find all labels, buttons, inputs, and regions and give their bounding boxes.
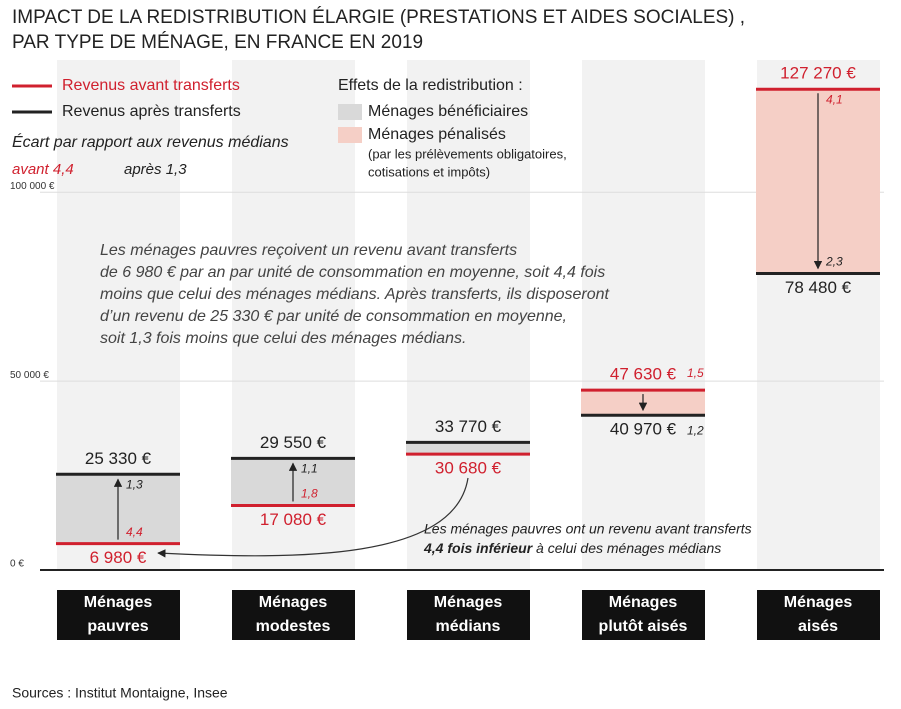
ratio-legend-title: Écart par rapport aux revenus médians — [12, 132, 289, 151]
after-value-label: 29 550 € — [260, 433, 327, 452]
x-tick-label: plutôt aisés — [599, 618, 688, 635]
before-value-label: 6 980 € — [90, 548, 147, 567]
after-ratio-label: 1,2 — [687, 423, 704, 437]
before-ratio-label: 1,8 — [301, 487, 318, 501]
before-value-label: 30 680 € — [435, 459, 502, 478]
category-box — [757, 590, 880, 640]
category-box — [407, 590, 530, 640]
x-tick-label: Ménages — [784, 594, 853, 611]
category-box — [57, 590, 180, 640]
annotation: d’un revenu de 25 330 € par unité de con… — [100, 308, 567, 325]
x-tick-label: Ménages — [259, 594, 328, 611]
before-value-label: 127 270 € — [780, 64, 856, 83]
chart-title: PAR TYPE DE MÉNAGE, EN FRANCE EN 2019 — [12, 32, 423, 53]
legend-label: Ménages bénéficiaires — [368, 103, 528, 120]
x-tick-label: Ménages — [84, 594, 153, 611]
legend-note: cotisations et impôts) — [368, 164, 490, 179]
gain-area — [406, 442, 530, 455]
annotation: soit 1,3 fois moins que celui des ménage… — [100, 330, 466, 347]
before-ratio-label: 4,4 — [126, 525, 143, 539]
column-background — [407, 60, 530, 570]
category-box — [582, 590, 705, 640]
y-tick-label: 0 € — [10, 559, 24, 570]
source: Sources : Institut Montaigne, Insee — [12, 685, 228, 701]
ratio-legend-after: après 1,3 — [124, 161, 187, 178]
y-tick-label: 100 000 € — [10, 181, 55, 192]
chart-title: IMPACT DE LA REDISTRIBUTION ÉLARGIE (PRE… — [12, 7, 745, 28]
effects-legend-title: Effets de la redistribution : — [338, 77, 523, 94]
x-tick-label: modestes — [256, 618, 331, 635]
annotation-bold: 4,4 fois inférieur — [423, 540, 534, 556]
before-value-label: 17 080 € — [260, 510, 327, 529]
x-tick-label: aisés — [798, 618, 838, 635]
x-tick-label: pauvres — [87, 618, 148, 635]
after-ratio-label: 2,3 — [825, 255, 843, 269]
category-box — [232, 590, 355, 640]
before-value-label: 47 630 € — [610, 365, 677, 384]
annotation-rest: à celui des ménages médians — [532, 540, 721, 556]
after-ratio-label: 1,3 — [126, 477, 143, 491]
ratio-legend-before: avant 4,4 — [12, 161, 74, 178]
x-tick-label: Ménages — [609, 594, 678, 611]
after-ratio-label: 1,1 — [301, 462, 318, 476]
legend-swatch — [338, 127, 362, 143]
legend-swatch — [338, 104, 362, 120]
before-ratio-label: 4,1 — [826, 92, 843, 106]
legend-label: Ménages pénalisés — [368, 126, 506, 143]
annotation: moins que celui des ménages médians. Apr… — [100, 286, 610, 303]
annotation: 4,4 fois inférieur à celui des ménages m… — [423, 540, 721, 556]
after-value-label: 25 330 € — [85, 449, 152, 468]
after-value-label: 40 970 € — [610, 420, 677, 439]
x-tick-label: Ménages — [434, 594, 503, 611]
annotation: de 6 980 € par an par unité de consommat… — [100, 264, 605, 281]
legend-note: (par les prélèvements obligatoires, — [368, 146, 567, 161]
after-value-label: 33 770 € — [435, 417, 502, 436]
annotation: Les ménages pauvres reçoivent un revenu … — [100, 242, 517, 259]
before-ratio-label: 1,5 — [687, 366, 704, 380]
annotation: Les ménages pauvres ont un revenu avant … — [424, 521, 752, 537]
legend-label: Revenus avant transferts — [62, 77, 240, 94]
y-tick-label: 50 000 € — [10, 370, 49, 381]
annotation-arrow — [157, 477, 469, 558]
after-value-label: 78 480 € — [785, 278, 852, 297]
column-background — [582, 60, 705, 570]
legend-label: Revenus après transferts — [62, 103, 241, 120]
x-tick-label: médians — [436, 618, 501, 635]
